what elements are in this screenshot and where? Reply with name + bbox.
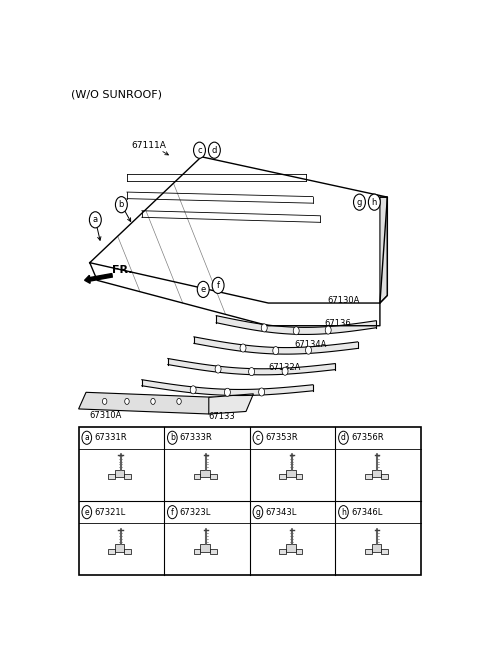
Polygon shape (279, 474, 286, 479)
Text: 67356R: 67356R (351, 433, 384, 442)
Text: 67310A: 67310A (90, 411, 122, 419)
Circle shape (338, 506, 348, 519)
Polygon shape (279, 549, 286, 554)
Polygon shape (108, 474, 115, 479)
Polygon shape (115, 470, 124, 477)
Circle shape (261, 324, 267, 332)
Text: 67136: 67136 (324, 319, 351, 328)
Circle shape (125, 398, 129, 404)
Polygon shape (168, 358, 335, 375)
Circle shape (338, 431, 348, 444)
Polygon shape (381, 474, 388, 479)
Bar (79, 426, 421, 575)
Polygon shape (372, 544, 381, 552)
Text: 67353R: 67353R (265, 433, 298, 442)
Text: 67130A: 67130A (328, 296, 360, 305)
Polygon shape (194, 337, 358, 354)
Text: 67333R: 67333R (180, 433, 213, 442)
Text: 67111A: 67111A (132, 141, 167, 150)
Polygon shape (365, 549, 372, 554)
Circle shape (305, 346, 312, 354)
Circle shape (115, 196, 127, 213)
Text: f: f (216, 281, 219, 290)
Text: e: e (84, 508, 89, 517)
Text: c: c (256, 433, 260, 442)
Circle shape (177, 398, 181, 404)
Text: e: e (201, 285, 206, 294)
Text: c: c (197, 145, 202, 155)
Circle shape (325, 326, 331, 334)
Text: 67321L: 67321L (94, 508, 125, 517)
Polygon shape (380, 197, 387, 303)
Polygon shape (210, 549, 217, 554)
Circle shape (259, 388, 264, 396)
Text: f: f (171, 508, 174, 517)
Circle shape (273, 346, 279, 355)
Polygon shape (286, 544, 296, 552)
Polygon shape (124, 549, 131, 554)
Circle shape (225, 388, 230, 396)
Circle shape (89, 212, 101, 228)
Text: 67134A: 67134A (294, 340, 327, 349)
Polygon shape (210, 474, 217, 479)
Text: 67323L: 67323L (180, 508, 211, 517)
Text: g: g (255, 508, 260, 517)
Polygon shape (194, 549, 201, 554)
Circle shape (102, 398, 107, 404)
Circle shape (249, 367, 254, 375)
Polygon shape (79, 392, 216, 414)
Circle shape (353, 194, 365, 210)
Polygon shape (124, 474, 131, 479)
Text: b: b (119, 200, 124, 209)
Text: 67132A: 67132A (268, 363, 300, 371)
Polygon shape (372, 470, 381, 477)
Circle shape (240, 344, 246, 352)
Text: d: d (212, 145, 217, 155)
Circle shape (212, 277, 224, 293)
Polygon shape (296, 474, 302, 479)
Text: 67346L: 67346L (351, 508, 382, 517)
Circle shape (253, 431, 263, 444)
Polygon shape (108, 549, 115, 554)
Text: h: h (341, 508, 346, 517)
Circle shape (190, 386, 196, 394)
Polygon shape (296, 549, 302, 554)
Polygon shape (194, 474, 201, 479)
Text: (W/O SUNROOF): (W/O SUNROOF) (71, 90, 162, 100)
Text: a: a (93, 215, 98, 224)
Circle shape (293, 327, 299, 335)
Circle shape (168, 506, 177, 519)
Circle shape (208, 142, 220, 159)
Circle shape (215, 365, 221, 373)
Polygon shape (365, 474, 372, 479)
Circle shape (368, 194, 380, 210)
Polygon shape (201, 544, 210, 552)
Text: 67343L: 67343L (265, 508, 297, 517)
Polygon shape (286, 470, 296, 477)
Circle shape (282, 367, 288, 375)
Text: a: a (84, 433, 89, 442)
Polygon shape (381, 549, 388, 554)
Text: 67331R: 67331R (94, 433, 127, 442)
Circle shape (168, 431, 177, 444)
Text: b: b (170, 433, 175, 442)
Polygon shape (216, 316, 376, 335)
Text: h: h (372, 198, 377, 207)
Circle shape (253, 506, 263, 519)
Polygon shape (209, 394, 253, 414)
Circle shape (82, 431, 92, 444)
Text: 67133: 67133 (209, 412, 236, 421)
Polygon shape (201, 470, 210, 477)
FancyArrow shape (84, 274, 112, 284)
Polygon shape (142, 380, 313, 396)
Polygon shape (115, 544, 124, 552)
Text: g: g (357, 198, 362, 207)
Circle shape (193, 142, 205, 159)
Text: d: d (341, 433, 346, 442)
Circle shape (197, 282, 209, 297)
Circle shape (82, 506, 92, 519)
Circle shape (151, 398, 155, 404)
Text: FR.: FR. (112, 265, 132, 275)
